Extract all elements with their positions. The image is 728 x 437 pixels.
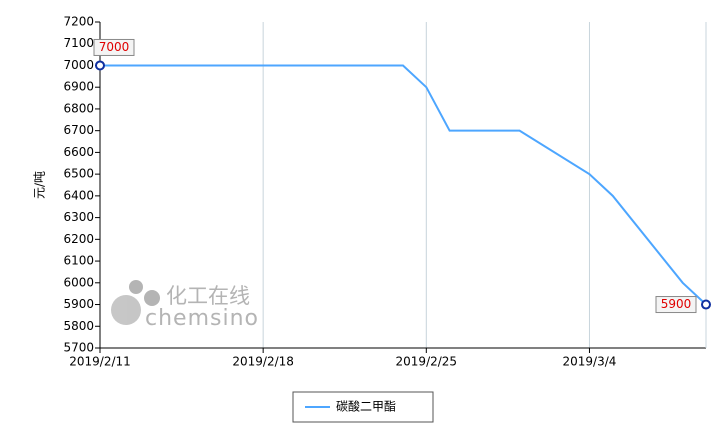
y-tick-label: 6200 [63, 232, 94, 246]
end-marker [95, 60, 105, 71]
legend: 碳酸二甲酯 [292, 391, 434, 423]
data-label: 5900 [661, 297, 692, 311]
data-label-box [655, 296, 697, 314]
y-tick-label: 5800 [63, 319, 94, 333]
x-tick-label: 2019/2/11 [69, 355, 131, 369]
x-tick-label: 2019/2/25 [396, 355, 458, 369]
y-tick-label: 6300 [63, 210, 94, 224]
watermark: 化工在线 chemsino [111, 280, 259, 331]
y-tick-label: 5900 [63, 297, 94, 311]
y-tick-label: 6100 [63, 254, 94, 268]
end-marker [701, 299, 711, 310]
y-axis-label: 元/吨 [33, 171, 47, 199]
watermark-logo [129, 280, 143, 294]
watermark-cn: 化工在线 [166, 284, 250, 308]
legend-label: 碳酸二甲酯 [336, 399, 396, 414]
y-tick-label: 6500 [63, 167, 94, 181]
y-tick-label: 6800 [63, 101, 94, 115]
x-tick-label: 2019/2/18 [232, 355, 294, 369]
data-label-box [93, 38, 135, 56]
watermark-logo [111, 295, 141, 325]
y-tick-label: 6600 [63, 145, 94, 159]
series-line [100, 64, 707, 306]
data-label: 7000 [99, 40, 130, 54]
y-tick-label: 5700 [63, 341, 94, 355]
watermark-en: chemsino [145, 306, 259, 331]
y-tick-label: 7000 [63, 58, 94, 72]
y-tick-label: 6400 [63, 188, 94, 202]
x-tick-label: 2019/3/4 [563, 355, 617, 369]
y-tick-label: 6000 [63, 275, 94, 289]
y-tick-label: 6700 [63, 123, 94, 137]
y-tick-label: 7100 [63, 36, 94, 50]
y-tick-label: 6900 [63, 80, 94, 94]
y-tick-label: 7200 [63, 15, 94, 29]
watermark-logo [144, 290, 160, 306]
